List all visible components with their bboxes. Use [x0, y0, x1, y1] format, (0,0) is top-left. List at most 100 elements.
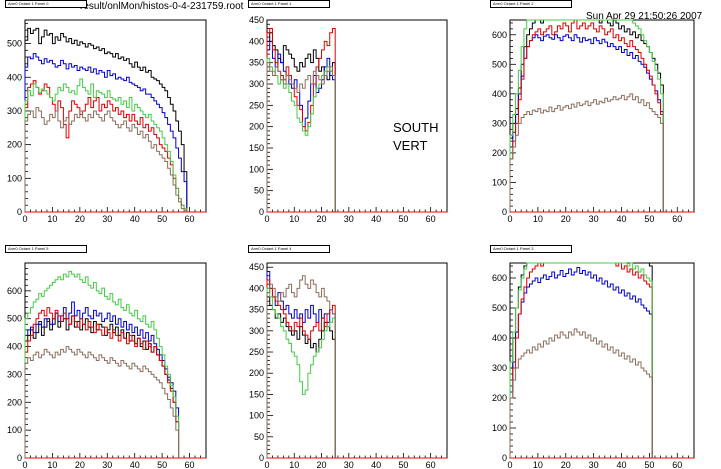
y-tick-label: 400 — [492, 89, 507, 99]
x-tick-label: 40 — [617, 214, 627, 224]
y-tick-label: 250 — [249, 347, 264, 357]
histogram-series-blue — [266, 270, 336, 458]
y-tick-label: 100 — [249, 411, 264, 421]
y-tick-label: 600 — [492, 273, 507, 283]
plot-frame-2 — [509, 19, 695, 213]
y-tick-label: 600 — [492, 30, 507, 40]
x-tick-label: 20 — [75, 460, 85, 469]
x-tick-label: 40 — [371, 214, 381, 224]
y-tick-label: 300 — [7, 106, 22, 116]
histogram-series-green — [266, 57, 336, 212]
y-tick-label: 100 — [7, 425, 22, 435]
x-tick-label: 50 — [398, 214, 408, 224]
histogram-series-brown — [509, 93, 664, 212]
histogram-series-blue — [509, 34, 664, 212]
y-tick-label: 100 — [492, 177, 507, 187]
date-label: Sun Apr 29 21:50:26 2007 — [586, 11, 703, 22]
x-tick-label: 10 — [289, 460, 299, 469]
histogram-series-red — [266, 279, 336, 458]
y-tick-label: 350 — [249, 58, 264, 68]
panel-title-0: Arm0 Octant 1 Panel 0 — [5, 0, 87, 8]
x-tick-label: 30 — [589, 214, 599, 224]
y-tick-label: 0 — [502, 207, 507, 217]
x-tick-label: 20 — [317, 460, 327, 469]
panel-title-3: Arm0 Octant 1 Panel 5 — [5, 245, 87, 253]
y-tick-label: 200 — [249, 368, 264, 378]
histogram-series-blue — [24, 53, 188, 212]
y-tick-label: 0 — [17, 207, 22, 217]
y-tick-label: 0 — [259, 453, 264, 463]
y-tick-label: 200 — [7, 140, 22, 150]
x-tick-label: 60 — [672, 214, 682, 224]
y-tick-label: 0 — [502, 453, 507, 463]
y-tick-label: 50 — [254, 432, 264, 442]
histogram-series-red — [509, 262, 653, 458]
x-tick-label: 10 — [289, 214, 299, 224]
x-tick-label: 0 — [264, 214, 269, 224]
x-tick-label: 60 — [672, 460, 682, 469]
y-tick-label: 500 — [7, 39, 22, 49]
x-tick-label: 20 — [75, 214, 85, 224]
histogram-series-green — [509, 19, 664, 212]
y-tick-label: 500 — [492, 303, 507, 313]
x-tick-label: 60 — [426, 214, 436, 224]
y-tick-label: 500 — [7, 314, 22, 324]
y-tick-label: 350 — [249, 305, 264, 315]
x-tick-label: 10 — [533, 214, 543, 224]
histogram-series-green — [509, 262, 653, 458]
x-tick-label: 0 — [22, 214, 27, 224]
y-tick-label: 400 — [249, 36, 264, 46]
histogram-series-green — [24, 78, 188, 212]
panel-title-2: Arm0 Octant 1 Panel 2 — [490, 0, 572, 8]
x-tick-label: 0 — [264, 460, 269, 469]
histogram-series-black — [24, 27, 188, 212]
x-tick-label: 10 — [533, 460, 543, 469]
y-tick-label: 400 — [249, 283, 264, 293]
y-tick-label: 200 — [492, 148, 507, 158]
x-tick-label: 20 — [561, 460, 571, 469]
x-tick-label: 0 — [22, 460, 27, 469]
histogram-series-green — [266, 287, 336, 458]
panel-title-1: Arm0 Octant 1 Panel 1 — [248, 0, 330, 8]
histogram-series-red — [24, 80, 188, 212]
x-tick-label: 60 — [426, 460, 436, 469]
histogram-series-green — [24, 270, 180, 458]
file-label: result/onlMon/histos-0-4-231759.root — [80, 1, 244, 12]
y-tick-label: 200 — [249, 122, 264, 132]
histogram-series-brown — [24, 107, 188, 212]
x-tick-label: 40 — [130, 214, 140, 224]
histogram-series-red — [509, 19, 664, 212]
y-tick-label: 200 — [492, 393, 507, 403]
x-tick-label: 30 — [102, 214, 112, 224]
x-tick-label: 40 — [617, 460, 627, 469]
x-tick-label: 50 — [644, 214, 654, 224]
x-tick-label: 50 — [157, 214, 167, 224]
y-tick-label: 100 — [249, 164, 264, 174]
y-tick-label: 0 — [17, 453, 22, 463]
histogram-series-blue — [509, 267, 653, 458]
x-tick-label: 40 — [371, 460, 381, 469]
plot-frame-5 — [509, 262, 695, 459]
y-tick-label: 150 — [249, 389, 264, 399]
x-tick-label: 50 — [157, 460, 167, 469]
annotation-south: SOUTH — [393, 120, 439, 135]
y-tick-label: 300 — [7, 369, 22, 379]
y-tick-label: 300 — [492, 363, 507, 373]
y-tick-label: 250 — [249, 100, 264, 110]
x-tick-label: 30 — [344, 460, 354, 469]
y-tick-label: 100 — [492, 423, 507, 433]
x-tick-label: 10 — [47, 214, 57, 224]
y-tick-label: 400 — [7, 72, 22, 82]
x-tick-label: 30 — [589, 460, 599, 469]
panel-title-5: Arm0 Octant 1 Panel 3 — [490, 245, 572, 253]
y-tick-label: 300 — [249, 79, 264, 89]
histogram-series-black — [266, 296, 336, 458]
x-tick-label: 10 — [47, 460, 57, 469]
annotation-vert: VERT — [393, 138, 428, 153]
histogram-series-brown — [509, 328, 653, 458]
x-tick-label: 20 — [317, 214, 327, 224]
histogram-series-black — [509, 262, 653, 458]
y-tick-label: 300 — [249, 326, 264, 336]
x-tick-label: 50 — [644, 460, 654, 469]
x-tick-label: 30 — [102, 460, 112, 469]
